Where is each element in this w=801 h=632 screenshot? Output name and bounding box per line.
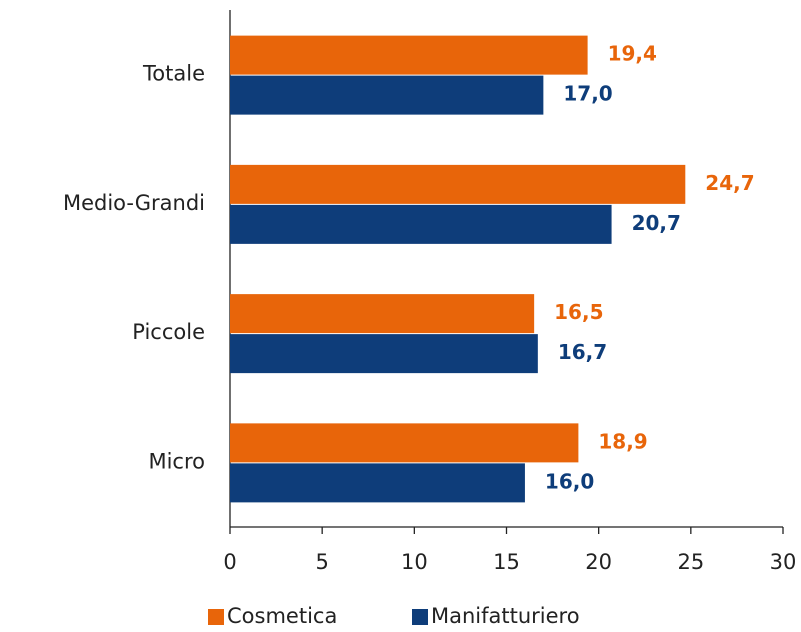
- value-label: 17,0: [563, 82, 612, 106]
- category-label: Micro: [148, 449, 205, 473]
- value-label: 20,7: [632, 211, 681, 235]
- x-tick-label: 20: [585, 550, 612, 574]
- category-label: Piccole: [132, 320, 205, 344]
- value-label: 16,0: [545, 469, 594, 493]
- x-tick-label: 0: [223, 550, 236, 574]
- value-label: 16,5: [554, 300, 603, 324]
- bar: [230, 423, 579, 463]
- value-label: 19,4: [608, 42, 657, 66]
- category-label: Totale: [142, 62, 205, 86]
- bar: [230, 75, 544, 115]
- bar: [230, 204, 612, 244]
- legend-label: Cosmetica: [227, 604, 337, 628]
- x-tick-label: 10: [401, 550, 428, 574]
- legend-swatch: [208, 609, 224, 625]
- bar: [230, 294, 535, 334]
- x-tick-label: 25: [677, 550, 704, 574]
- bar: [230, 164, 686, 204]
- x-tick-label: 15: [493, 550, 520, 574]
- legend-swatch: [412, 609, 428, 625]
- category-label: Medio-Grandi: [63, 191, 205, 215]
- bar: [230, 463, 525, 503]
- bar: [230, 334, 538, 374]
- legend-label: Manifatturiero: [431, 604, 580, 628]
- value-label: 24,7: [705, 171, 754, 195]
- x-tick-label: 5: [315, 550, 328, 574]
- bar: [230, 35, 588, 75]
- x-tick-label: 30: [770, 550, 797, 574]
- value-label: 18,9: [598, 429, 647, 453]
- value-label: 16,7: [558, 340, 607, 364]
